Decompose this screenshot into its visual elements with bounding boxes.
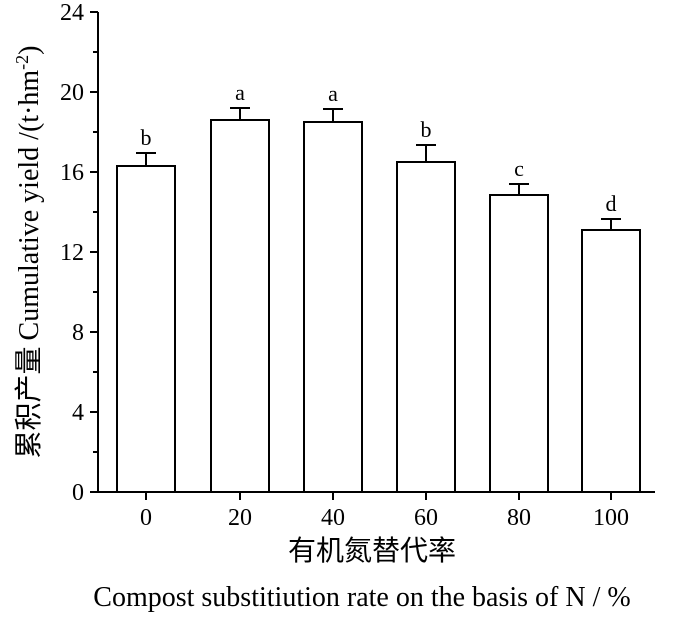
bars-group	[116, 119, 641, 493]
y-axis-title-exponent: -2	[12, 55, 32, 70]
x-tick-label-40: 40	[321, 505, 345, 531]
significance-label-100: d	[606, 191, 617, 216]
y-tick-label-24: 24	[60, 0, 84, 26]
x-tick-label-20: 20	[228, 505, 252, 531]
y-tick-label-20: 20	[60, 80, 84, 106]
y-tick-label-8: 8	[72, 320, 84, 346]
bar-40	[303, 121, 363, 493]
y-axis-title: 累积产量 Cumulative yield /(t·hm-2)	[12, 46, 45, 459]
error-bars-group	[136, 107, 621, 230]
x-tick-label-60: 60	[414, 505, 438, 531]
bar-0	[116, 165, 176, 493]
bar-60	[396, 161, 456, 493]
y-ticks-group: 0 4 8 12 16 20 24	[60, 0, 98, 506]
y-tick-label-0: 0	[72, 480, 84, 506]
bar-100	[581, 229, 641, 493]
x-axis-title-cn: 有机氮替代率	[288, 535, 456, 567]
y-tick-label-12: 12	[60, 240, 84, 266]
x-axis-title-en: Compost substitiution rate on the basis …	[93, 582, 630, 613]
y-axis-title-cn: 累积产量	[13, 346, 45, 458]
x-tick-label-100: 100	[593, 505, 629, 531]
significance-label-40: a	[328, 81, 338, 106]
x-ticks-group: 0 20 40 60 80 100	[140, 492, 629, 531]
significance-label-0: b	[141, 125, 152, 150]
y-axis-title-close: )	[14, 46, 45, 55]
x-tick-label-0: 0	[140, 505, 152, 531]
bar-20	[210, 119, 270, 493]
significance-label-60: b	[421, 117, 432, 142]
bar-80	[489, 194, 549, 493]
significance-label-80: c	[514, 156, 524, 181]
significance-labels-group: b a a b c d	[141, 80, 617, 216]
y-tick-label-4: 4	[72, 400, 84, 426]
y-axis-title-en: Cumulative yield /(t·hm	[14, 70, 45, 341]
y-tick-label-16: 16	[60, 160, 84, 186]
significance-label-20: a	[235, 80, 245, 105]
x-tick-label-80: 80	[507, 505, 531, 531]
